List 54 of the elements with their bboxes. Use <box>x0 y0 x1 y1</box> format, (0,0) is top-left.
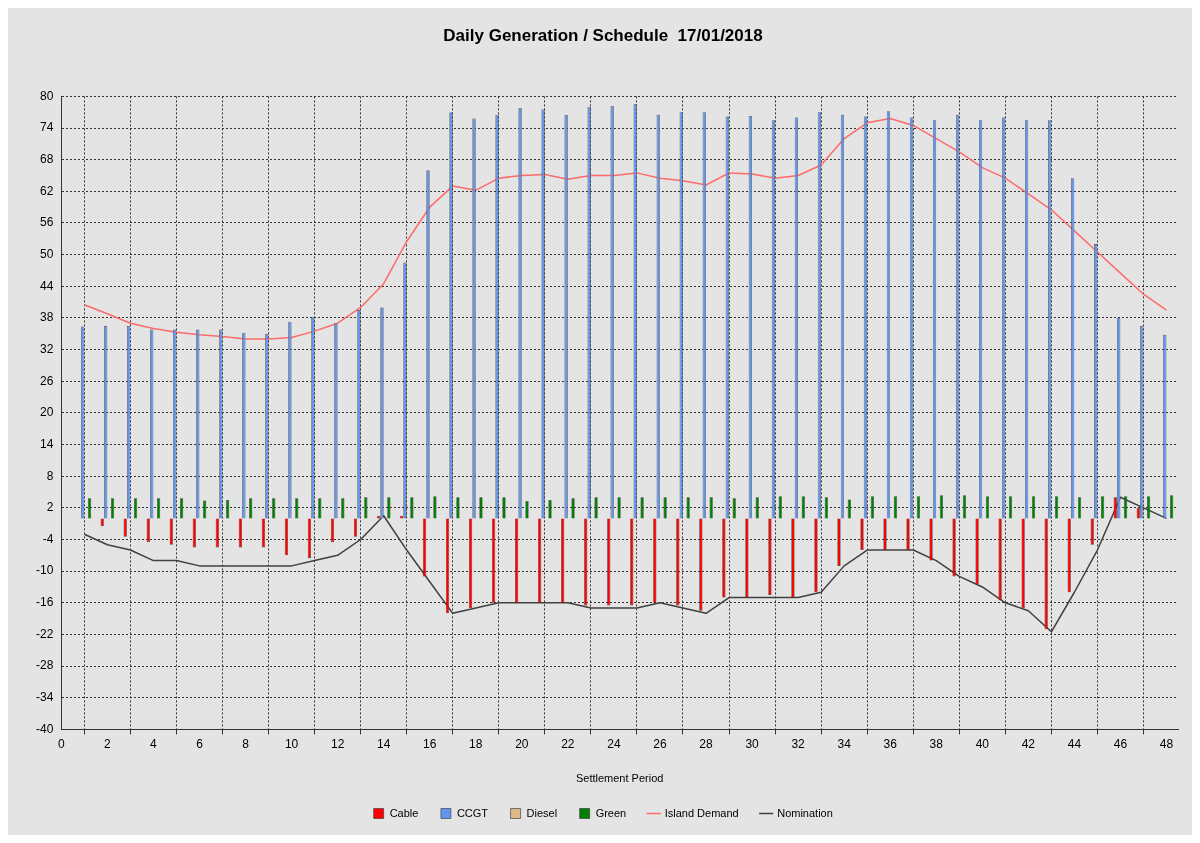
y-tick-label: -16 <box>36 595 54 610</box>
x-tick-label: 40 <box>975 736 990 751</box>
x-tick-label: 26 <box>653 736 667 751</box>
y-tick-label: 14 <box>39 436 54 451</box>
y-tick-label: 62 <box>39 183 54 198</box>
legend-label: Island Demand <box>664 806 739 819</box>
y-tick-label: 32 <box>39 341 54 356</box>
y-tick-label: 74 <box>39 120 54 135</box>
y-tick-label: 2 <box>46 500 54 515</box>
x-tick-label: 34 <box>837 736 852 751</box>
y-tick-label: 50 <box>39 246 54 261</box>
y-tick-label: 8 <box>46 468 54 483</box>
x-tick-label: 36 <box>883 736 898 751</box>
x-tick-label: 16 <box>423 736 437 751</box>
y-tick-label: -28 <box>36 658 54 673</box>
y-tick-label: 56 <box>39 215 54 230</box>
legend-label: CCGT <box>456 806 489 819</box>
x-tick-label: 18 <box>469 736 483 751</box>
x-tick-label: 0 <box>58 736 65 751</box>
y-tick-label: 26 <box>39 373 54 388</box>
y-tick-label: -10 <box>36 563 54 578</box>
y-tick-label: -34 <box>36 690 54 705</box>
legend-label: Nomination <box>777 806 833 819</box>
x-tick-label: 44 <box>1067 736 1082 751</box>
y-tick-label: 20 <box>39 405 54 420</box>
x-axis-title: Settlement Period <box>575 772 664 785</box>
x-tick-label: 14 <box>377 736 391 751</box>
legend-label: Cable <box>389 806 419 819</box>
x-tick-label: 10 <box>284 736 299 751</box>
y-tick-label: -40 <box>36 721 54 736</box>
y-tick-label: 68 <box>39 152 54 167</box>
x-tick-label: 6 <box>196 736 204 751</box>
x-tick-label: 46 <box>1113 736 1128 751</box>
chart-title: Daily Generation / Schedule 17/01/2018 <box>443 25 763 45</box>
x-tick-label: 42 <box>1021 736 1036 751</box>
x-tick-label: 20 <box>515 736 529 751</box>
x-tick-label: 28 <box>699 736 714 751</box>
x-tick-label: 24 <box>607 736 621 751</box>
y-tick-label: 38 <box>39 310 54 325</box>
y-tick-label: 44 <box>39 278 54 293</box>
x-tick-label: 8 <box>242 736 250 751</box>
legend-label: Green <box>595 806 627 819</box>
x-tick-label: 38 <box>929 736 944 751</box>
x-tick-label: 2 <box>104 736 112 751</box>
legend-label: Diesel <box>526 806 558 819</box>
y-tick-label: 80 <box>39 88 54 103</box>
x-tick-label: 22 <box>561 736 575 751</box>
x-tick-label: 30 <box>745 736 760 751</box>
x-tick-label: 48 <box>1159 736 1174 751</box>
y-tick-label: -4 <box>42 531 54 546</box>
x-tick-label: 32 <box>791 736 806 751</box>
x-tick-label: 12 <box>330 736 345 751</box>
x-tick-label: 4 <box>150 736 158 751</box>
y-tick-label: -22 <box>36 626 54 641</box>
